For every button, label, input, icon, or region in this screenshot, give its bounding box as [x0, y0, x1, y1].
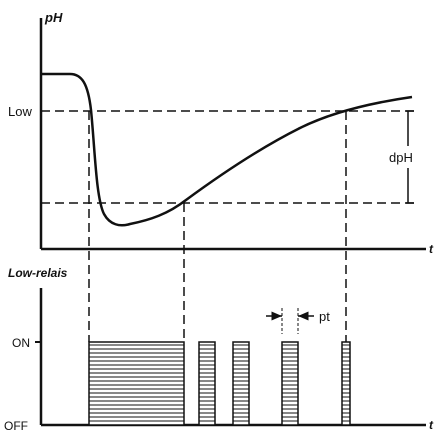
ph-plot: pH t Low dpH: [8, 10, 434, 342]
dph-label: dpH: [389, 150, 413, 165]
relay-y-axis-label: Low-relais: [8, 266, 68, 280]
on-label: ON: [12, 336, 30, 350]
relay-pulse: [341, 341, 351, 426]
relay-plot: Low-relais t ON OFF pt: [4, 266, 434, 433]
relay-pulse: [88, 341, 185, 426]
relay-pulse: [198, 341, 216, 426]
relay-pulse: [281, 341, 299, 426]
ph-y-axis-label: pH: [44, 10, 63, 25]
relay-pulse: [232, 341, 250, 426]
ph-x-axis-label: t: [429, 242, 434, 256]
low-label: Low: [8, 104, 32, 119]
pt-label: pt: [319, 309, 330, 324]
ph-curve: [41, 72, 413, 227]
pt-dimension: [266, 308, 314, 334]
relay-x-axis-label: t: [429, 418, 434, 432]
off-label: OFF: [4, 419, 28, 433]
dph-bracket: [406, 110, 414, 204]
